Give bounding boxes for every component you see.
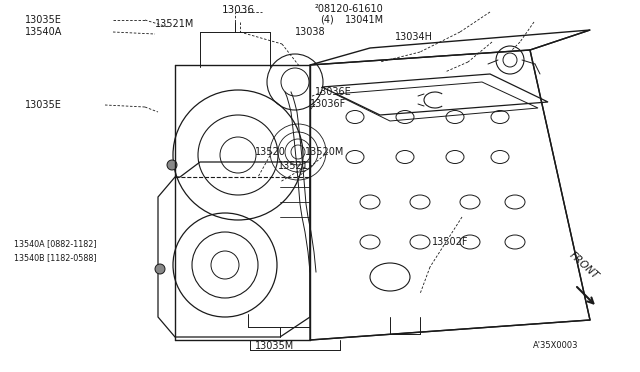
- Circle shape: [155, 264, 165, 274]
- Text: 13540A: 13540A: [25, 27, 62, 37]
- Text: 13035E: 13035E: [25, 15, 62, 25]
- Text: 13521: 13521: [278, 161, 309, 171]
- Text: 13036E: 13036E: [315, 87, 352, 97]
- Text: 13502F: 13502F: [432, 237, 468, 247]
- Text: 13036: 13036: [222, 5, 255, 15]
- Text: 13038: 13038: [295, 27, 326, 37]
- Text: ²08120-61610: ²08120-61610: [315, 4, 384, 14]
- Text: 13540B [1182-0588]: 13540B [1182-0588]: [14, 253, 97, 263]
- Text: 13035M: 13035M: [255, 341, 294, 351]
- Text: 13041M: 13041M: [345, 15, 384, 25]
- Text: (4): (4): [320, 15, 333, 25]
- Text: 13520: 13520: [255, 147, 286, 157]
- Circle shape: [167, 160, 177, 170]
- Text: 13035E: 13035E: [25, 100, 62, 110]
- Text: 13540A [0882-1182]: 13540A [0882-1182]: [14, 240, 97, 248]
- Text: 13521M: 13521M: [155, 19, 195, 29]
- Text: 13520M: 13520M: [305, 147, 344, 157]
- Text: 13036F: 13036F: [310, 99, 346, 109]
- Text: 13034H: 13034H: [395, 32, 433, 42]
- Text: FRONT: FRONT: [567, 250, 600, 281]
- Text: A'35X0003: A'35X0003: [533, 341, 579, 350]
